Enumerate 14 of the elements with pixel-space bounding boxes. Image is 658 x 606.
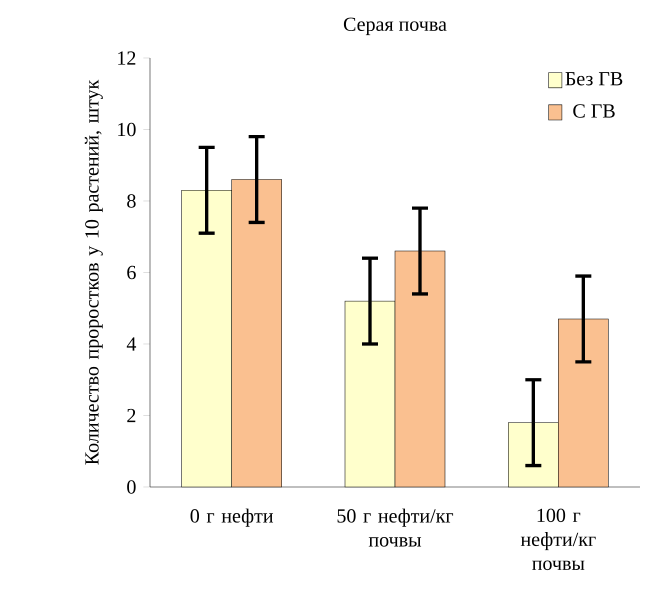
chart-title: Серая почва <box>344 18 447 36</box>
y-axis-title: Количество проростков у 10 растений, штук <box>84 80 103 465</box>
legend-label: Без ГВ <box>565 72 622 86</box>
y-tick-label: 0 <box>127 480 136 494</box>
y-tick-label: 6 <box>127 266 136 280</box>
x-tick-label: 100 г нефти/кг почвы <box>520 508 596 570</box>
x-tick-label: 50 г нефти/кг почвы <box>338 508 454 547</box>
y-tick-label: 2 <box>127 408 136 422</box>
x-tick-label: 0 г нефти <box>190 508 274 527</box>
y-tick-label: 12 <box>118 51 136 65</box>
y-tick-label: 4 <box>126 337 136 351</box>
y-tick-label: 10 <box>118 122 136 136</box>
y-tick-label: 8 <box>127 194 136 208</box>
legend-label: С ГВ <box>573 104 615 118</box>
